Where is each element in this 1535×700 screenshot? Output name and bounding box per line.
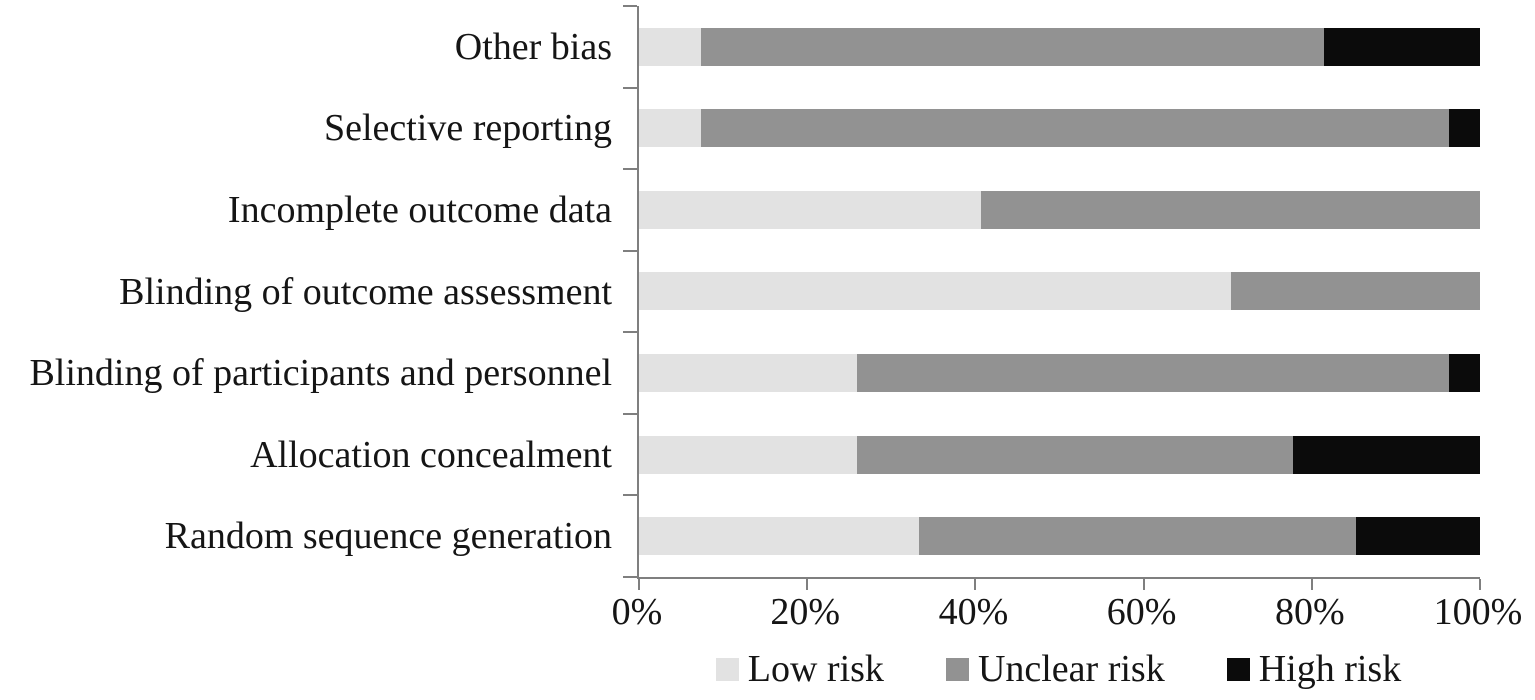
bar-segment-high-risk — [1448, 354, 1480, 393]
bar-track — [639, 190, 1480, 229]
bar-segment-unclear-risk — [981, 190, 1480, 229]
x-axis-tick-label-40-: 40% — [938, 591, 1009, 633]
x-axis-tick — [1310, 579, 1313, 590]
legend-item-low-risk: Low risk — [715, 648, 884, 690]
y-axis-tick — [623, 86, 637, 89]
bar-track — [639, 354, 1480, 393]
bar-track — [639, 272, 1480, 311]
legend-swatch-high-risk — [1226, 657, 1250, 681]
x-axis-tick-label-20-: 20% — [770, 591, 841, 633]
bar-track — [639, 109, 1480, 148]
y-axis-tick — [623, 412, 637, 415]
y-axis-tick — [623, 249, 637, 252]
bar-segment-low-risk — [639, 109, 702, 148]
bar-row-incomplete-outcome-data — [639, 169, 1480, 251]
bar-track — [639, 27, 1480, 66]
bar-segment-low-risk — [639, 27, 702, 66]
bar-segment-unclear-risk — [856, 435, 1294, 474]
bar-segment-low-risk — [639, 272, 1232, 311]
bar-segment-low-risk — [639, 517, 920, 556]
bar-segment-unclear-risk — [701, 109, 1449, 148]
y-axis-tick — [623, 576, 637, 578]
y-axis-tick — [623, 5, 637, 7]
x-axis-tick — [1142, 579, 1145, 590]
bar-segment-low-risk — [639, 190, 982, 229]
category-label-random-sequence-generation: Random sequence generation — [164, 515, 612, 558]
bar-row-selective-reporting — [639, 88, 1480, 170]
x-axis-tick-label-80-: 80% — [1274, 591, 1345, 633]
x-axis-tick-label-100-: 100% — [1433, 591, 1523, 633]
x-axis-tick — [974, 579, 977, 590]
category-label-blinding-of-outcome-assessment: Blinding of outcome assessment — [119, 270, 612, 313]
category-label-incomplete-outcome-data: Incomplete outcome data — [227, 188, 612, 231]
x-axis-tick — [806, 579, 809, 590]
category-label-blinding-of-participants-and-personnel: Blinding of participants and personnel — [29, 352, 612, 395]
x-axis-tick — [638, 579, 640, 590]
legend-swatch-unclear-risk — [945, 657, 969, 681]
bar-row-random-sequence-generation — [639, 495, 1480, 577]
category-label-allocation-concealment: Allocation concealment — [250, 433, 612, 476]
bar-row-allocation-concealment — [639, 414, 1480, 496]
bar-row-blinding-of-participants-and-personnel — [639, 332, 1480, 414]
legend-label-high-risk: High risk — [1258, 648, 1402, 690]
bar-segment-high-risk — [1324, 27, 1480, 66]
bar-segment-unclear-risk — [856, 354, 1449, 393]
y-axis-tick — [623, 168, 637, 171]
legend-swatch-low-risk — [715, 657, 739, 681]
category-label-selective-reporting: Selective reporting — [323, 107, 612, 150]
x-axis-tick-label-0-: 0% — [611, 591, 663, 633]
bar-segment-unclear-risk — [919, 517, 1356, 556]
x-axis-tick — [1479, 579, 1481, 590]
legend: Low risk Unclear risk High risk — [637, 644, 1480, 694]
legend-label-unclear-risk: Unclear risk — [977, 648, 1165, 690]
legend-item-high-risk: High risk — [1226, 648, 1402, 690]
bar-row-blinding-of-outcome-assessment — [639, 251, 1480, 333]
bar-segment-low-risk — [639, 354, 857, 393]
bar-segment-high-risk — [1293, 435, 1480, 474]
legend-item-unclear-risk: Unclear risk — [945, 648, 1165, 690]
bar-segment-unclear-risk — [701, 27, 1325, 66]
bar-track — [639, 435, 1480, 474]
x-axis-tick-label-60-: 60% — [1106, 591, 1177, 633]
category-labels: Other bias Selective reporting Incomplete … — [0, 6, 612, 577]
bar-segment-high-risk — [1355, 517, 1480, 556]
bar-segment-unclear-risk — [1231, 272, 1480, 311]
bar-segment-high-risk — [1448, 109, 1480, 148]
bar-row-other-bias — [639, 6, 1480, 88]
bar-track — [639, 517, 1480, 556]
category-label-other-bias: Other bias — [454, 25, 612, 68]
legend-label-low-risk: Low risk — [747, 648, 884, 690]
y-axis-tick — [623, 494, 637, 497]
plot-area — [623, 5, 1481, 590]
y-axis-tick — [623, 331, 637, 334]
bar-segment-low-risk — [639, 435, 857, 474]
